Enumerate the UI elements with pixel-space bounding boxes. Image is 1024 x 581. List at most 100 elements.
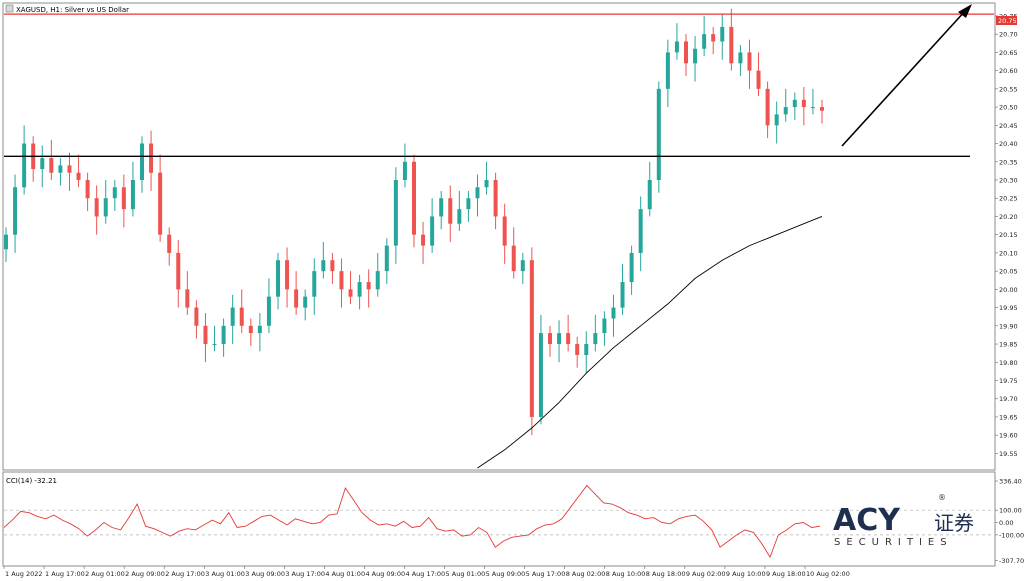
bear-candle-body [529,260,534,417]
bull-candle-body [520,260,525,272]
bull-candle-body [257,325,262,334]
last-price-label: 20.75 [998,17,1017,25]
price-tick-label: 20.30 [999,176,1018,184]
cci-tick-label: 336.40 [999,478,1022,486]
cci-tick-label: 100.00 [999,507,1022,515]
bear-candle-body [294,289,299,308]
main-pane-frame [2,2,996,471]
chart-title: XAGUSD, H1: Silver vs US Dollar [16,6,129,14]
trend-arrow-line [841,9,967,147]
time-tick-label: 4 Aug 17:00 [406,570,446,578]
watermark-sub: SECURITIES [834,537,953,548]
price-axis: 20.75 20.70 20.65 20.60 20.55 20.50 20.45 20.40… [995,12,1018,458]
price-tick-label: 19.95 [999,304,1018,312]
time-tick-label: 3 Aug 17:00 [285,570,325,578]
bear-candle-body [502,216,507,246]
bull-candle-body [656,88,661,180]
bull-candle-body [647,179,652,210]
bear-candle-body [548,333,552,345]
time-tick-label: 5 Aug 09:00 [486,570,526,578]
bear-candle-body [566,333,571,345]
price-tick-label: 20.35 [999,158,1018,166]
bear-candle-body [575,344,580,355]
bear-candle-body [348,289,353,297]
bear-candle-body [85,179,90,199]
bear-candle-body [239,307,244,326]
bear-candle-body [448,198,453,224]
time-tick-label: 2 Aug 09:00 [125,570,165,578]
price-tick-label: 20.60 [999,67,1018,75]
bear-candle-body [756,70,761,89]
bull-candle-body [276,260,280,297]
bear-candle-body [765,88,770,126]
bear-candle-body [67,165,72,173]
bull-candle-body [430,216,435,246]
price-tick-label: 20.40 [999,140,1018,148]
watermark-brand: ACY [833,503,901,538]
bull-candle-body [13,187,18,235]
cci-tick-label: -307.70 [999,557,1024,565]
bull-candle-body [792,99,797,108]
price-tick-label: 19.85 [999,341,1018,349]
bull-candle-body [702,34,707,49]
bear-candle-body [176,252,181,290]
bull-candle-body [584,344,589,355]
bear-candle-body [194,307,199,326]
time-tick-label: 10 Aug 02:00 [806,570,850,578]
price-tick-label: 20.10 [999,249,1018,257]
bull-candle-body [611,307,616,319]
bear-candle-body [511,245,516,272]
cci-tick-label: -100.00 [999,531,1024,539]
horizontal-lines [4,13,994,157]
price-tick-label: 20.05 [999,268,1018,276]
indicator-label: CCI(14) -32.21 [6,477,57,485]
bull-candle-body [321,260,326,272]
time-tick-label: 2 Aug 01:00 [85,570,125,578]
bull-candle-body [457,209,462,224]
bear-candle-body [158,172,163,235]
price-tick-label: 19.55 [999,450,1018,458]
bull-candle-body [384,245,389,272]
bull-candle-body [484,179,489,188]
bear-candle-body [330,260,335,272]
time-tick-label: 8 Aug 18:00 [646,570,686,578]
time-tick-label: 5 Aug 17:00 [526,570,566,578]
price-tick-label: 20.00 [999,286,1018,294]
bull-candle-body [4,234,8,250]
bear-candle-body [76,172,81,180]
price-tick-label: 20.25 [999,195,1018,203]
bull-candle-body [620,282,625,308]
bear-candle-body [285,260,290,290]
bull-candle-body [357,282,362,297]
bear-candle-body [711,34,716,42]
bear-candle-body [684,41,688,64]
bear-candle-body [801,99,806,108]
price-tick-label: 19.75 [999,377,1018,385]
bull-candle-body [221,325,226,345]
price-tick-label: 20.45 [999,122,1018,130]
window-icon [5,4,14,13]
bull-candle-body [738,52,743,64]
bull-candle-body [774,114,779,126]
bear-candle-body [339,271,344,290]
bull-candle-body [629,252,634,283]
candlesticks [4,8,824,436]
bull-candle-body [375,271,380,290]
bull-candle-body [466,198,471,210]
cci-line [3,484,821,559]
bull-candle-body [112,187,117,199]
bull-candle-body [665,52,670,89]
bear-candle-body [94,198,99,217]
moving-average-line [477,215,823,469]
bull-candle-body [40,158,45,170]
bull-candle-body [130,179,135,210]
bull-candle-body [557,333,562,345]
time-axis: 1 Aug 2022 1 Aug 17:00 2 Aug 01:00 2 Aug 09… [3,566,850,578]
time-tick-label: 9 Aug 18:00 [766,570,806,578]
bull-candle-body [312,271,317,297]
bull-candle-body [638,209,643,253]
time-tick-label: 4 Aug 01:00 [325,570,365,578]
trend-arrow-head [958,4,972,18]
bull-candle-body [103,198,108,217]
